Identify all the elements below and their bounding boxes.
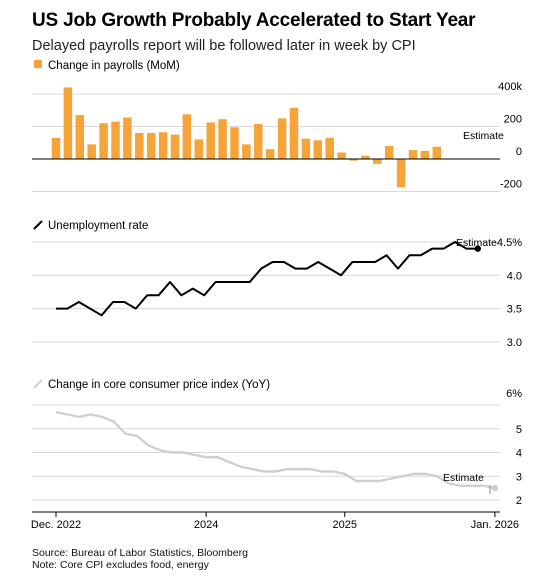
payrolls-bar (396, 159, 406, 188)
cpi-x-tick-label: 2025 (333, 519, 357, 531)
payrolls-bar (242, 144, 251, 159)
payrolls-bar (408, 150, 418, 159)
cpi-estimate-label: Estimate (443, 472, 484, 484)
payrolls-bar (75, 115, 85, 159)
payrolls-bar (146, 133, 156, 159)
payrolls-estimate-label: Estimate (463, 130, 504, 142)
cpi-y-tick-label: 2 (516, 495, 522, 507)
unemployment-y-tick-label: 4.0 (507, 270, 522, 282)
payrolls-bar (194, 139, 204, 159)
cpi-x-tick-label: Dec. 2022 (31, 519, 81, 531)
payrolls-legend-swatch (34, 60, 42, 68)
payrolls-bar (373, 159, 382, 164)
payrolls-bar (123, 117, 132, 159)
payrolls-bar (313, 140, 323, 159)
cpi-y-tick-label: 5 (516, 424, 522, 436)
unemployment-line (56, 240, 478, 317)
chart-title: US Job Growth Probably Accelerated to St… (32, 10, 476, 31)
payrolls-bar (420, 150, 430, 159)
cpi-legend-label: Change in core consumer price index (YoY… (48, 379, 270, 391)
payrolls-legend-label: Change in payrolls (MoM) (48, 60, 180, 72)
payrolls-bar (301, 138, 311, 159)
cpi-legend-swatch (33, 379, 43, 389)
unemployment-estimate-label: Estimate (456, 237, 497, 249)
cpi-y-tick-label: 3 (516, 471, 522, 483)
cpi-x-tick-label: Jan. 2026 (471, 519, 519, 531)
payrolls-bar (206, 122, 215, 159)
payrolls-bar (63, 87, 73, 159)
payrolls-bar (325, 137, 334, 159)
payrolls-y-tick-label: -200 (500, 179, 522, 191)
unemployment-legend-label: Unemployment rate (48, 220, 148, 232)
unemployment-y-tick-label: 3.0 (507, 337, 522, 349)
payrolls-bar (170, 134, 180, 159)
payrolls-bar (361, 155, 370, 159)
payrolls-bar (87, 144, 96, 159)
payrolls-bar (265, 149, 275, 159)
payrolls-bar (51, 137, 61, 159)
footnote: Note: Core CPI excludes food, energy (32, 559, 209, 571)
cpi-line (55, 410, 496, 490)
payrolls-bar (349, 159, 358, 161)
payrolls-bar (135, 133, 144, 159)
payrolls-y-tick-label: 0 (516, 146, 522, 158)
payrolls-y-tick-label: 400k (498, 81, 522, 93)
payrolls-bar (230, 127, 239, 159)
payrolls-bar (384, 146, 394, 159)
payrolls-bar (99, 123, 108, 159)
payrolls-bar (432, 146, 442, 159)
chart-subtitle: Delayed payrolls report will be followed… (32, 38, 416, 54)
unemployment-estimate-point (474, 245, 481, 252)
payrolls-bar (277, 118, 287, 159)
unemployment-y-tick-label: 3.5 (507, 304, 522, 316)
unemployment-legend-swatch (33, 220, 43, 230)
cpi-y-tick-label: 4 (516, 448, 522, 460)
source-note: Source: Bureau of Labor Statistics, Bloo… (32, 547, 248, 559)
payrolls-bar (158, 132, 168, 159)
unemployment-y-tick-label: 4.5% (497, 237, 522, 249)
payrolls-y-tick-label: 200 (504, 114, 522, 126)
payrolls-bar (218, 119, 227, 159)
payrolls-bar (182, 114, 192, 159)
payrolls-bar (111, 121, 120, 159)
cpi-x-tick-label: 2024 (194, 519, 218, 531)
payrolls-bar (337, 152, 346, 159)
cpi-estimate-point (491, 484, 499, 492)
payrolls-bar (254, 124, 263, 159)
cpi-y-tick-label: 6% (506, 388, 522, 400)
payrolls-bar (289, 107, 299, 159)
